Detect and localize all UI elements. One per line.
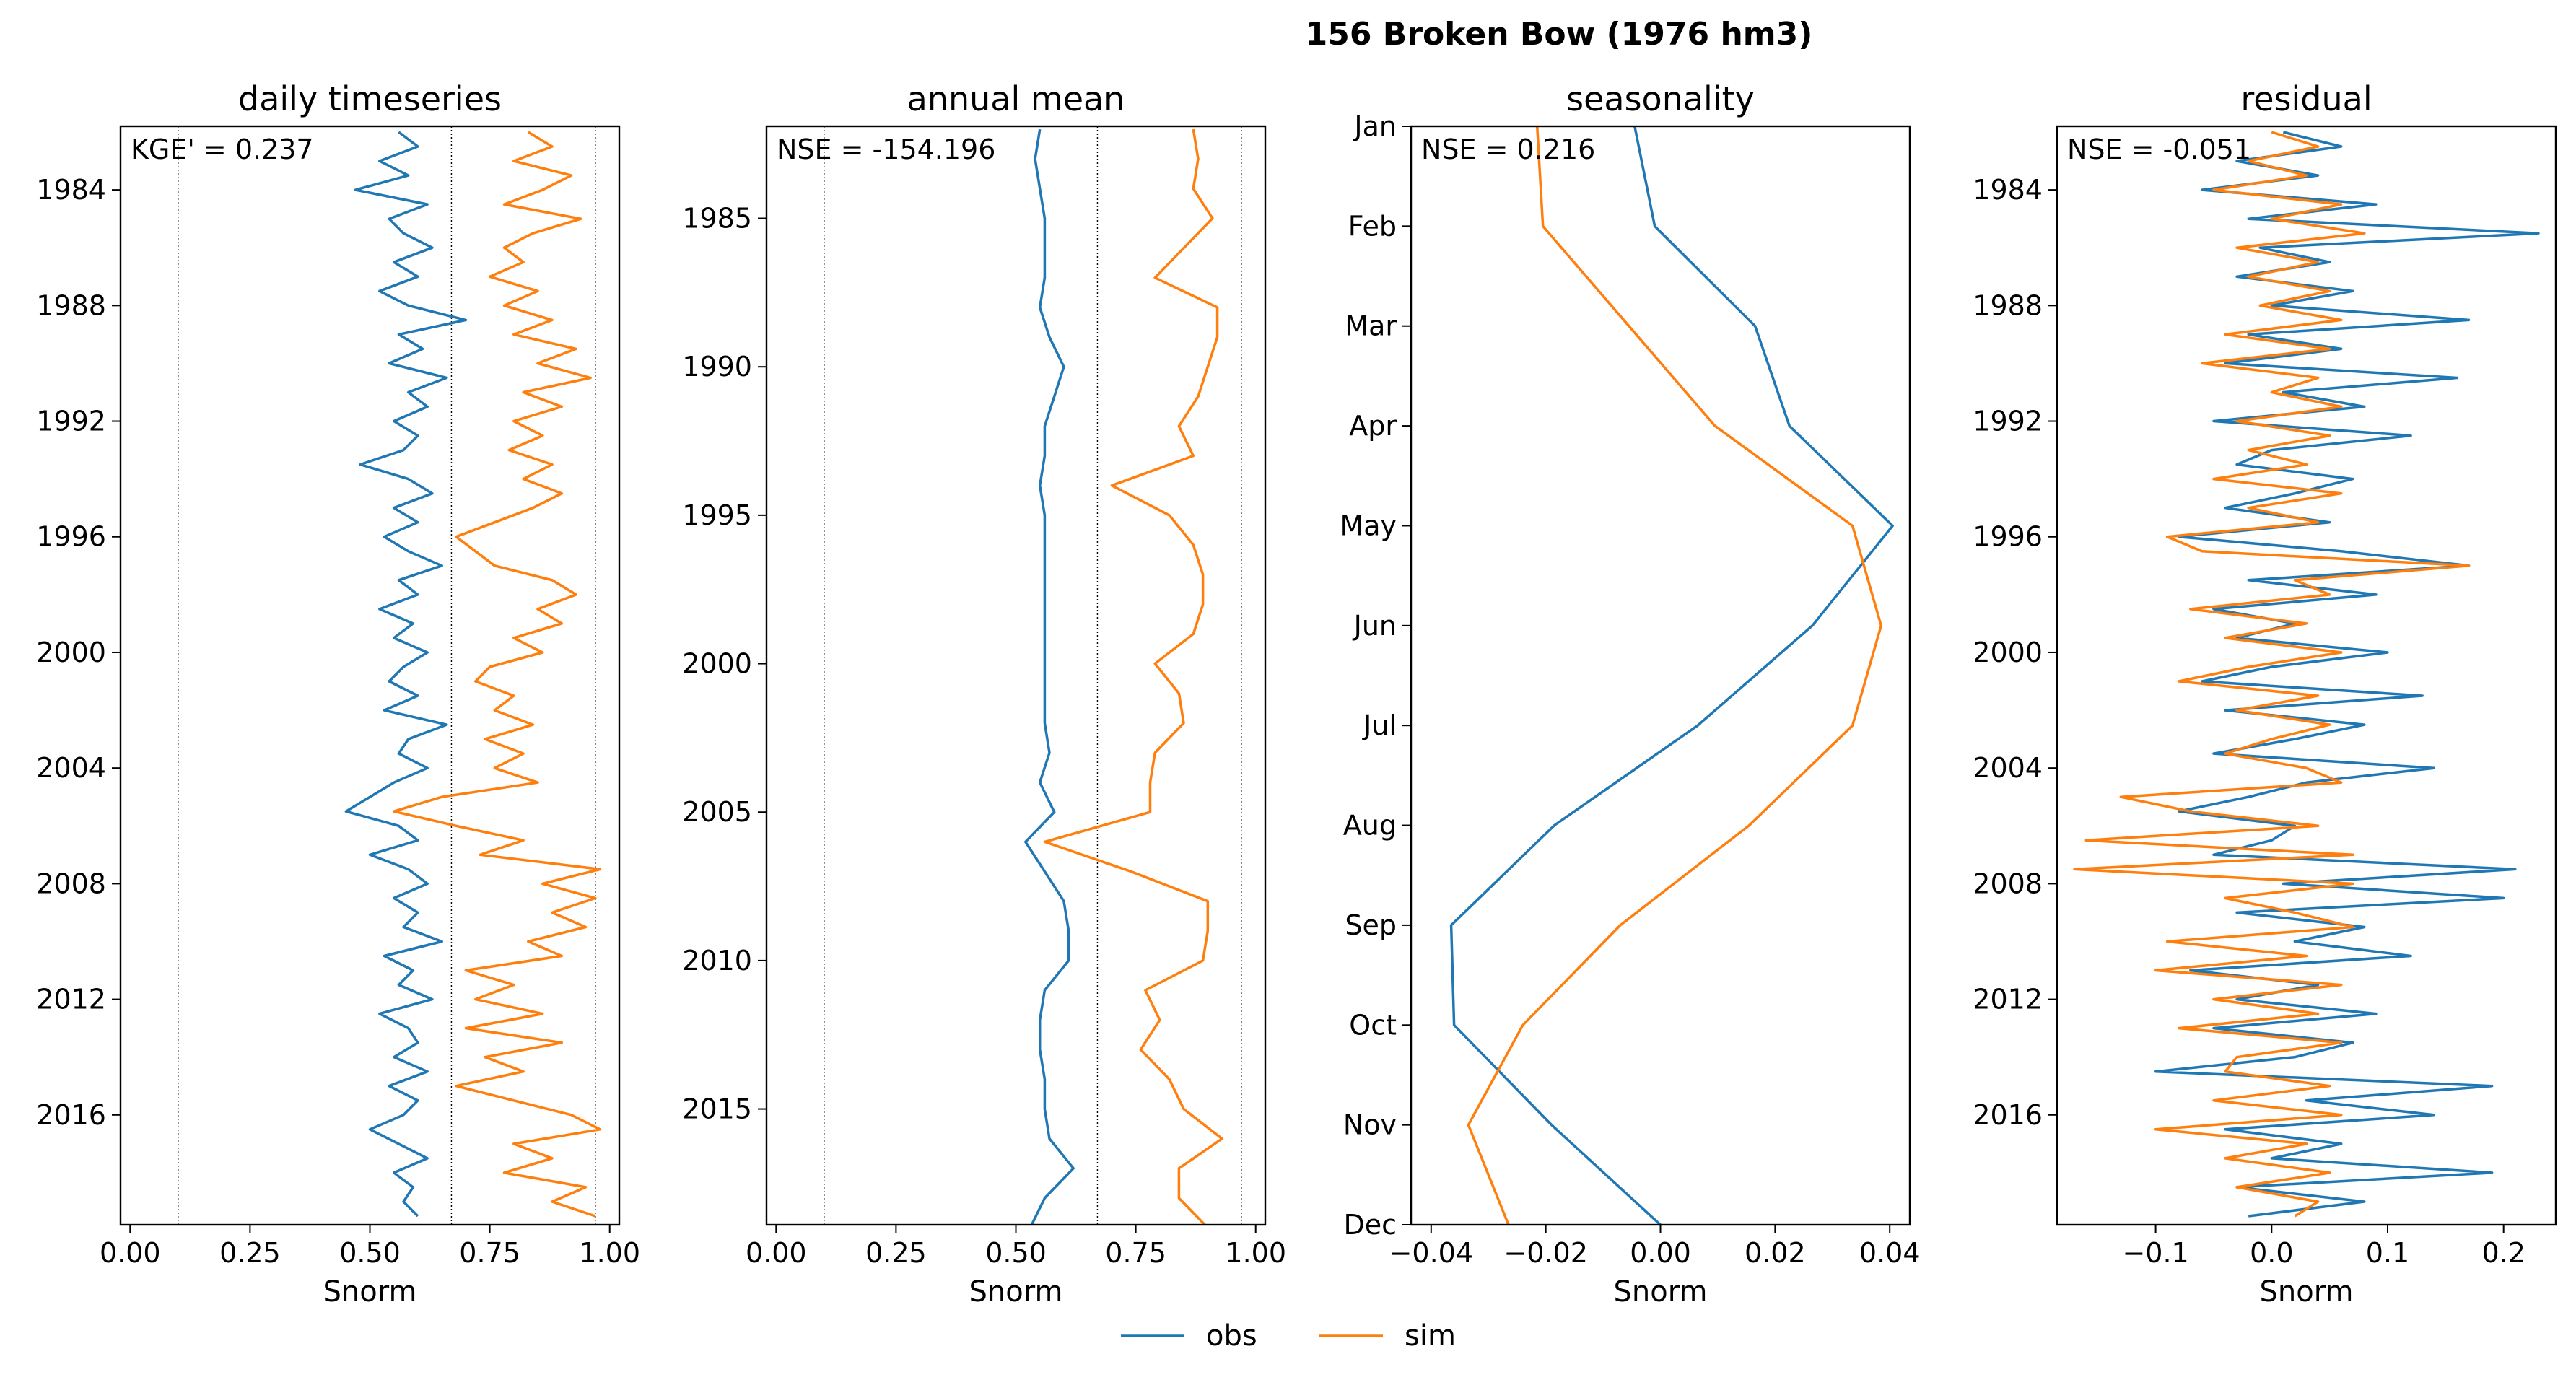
y-tick-label: Dec xyxy=(1343,1209,1397,1241)
axes-frame xyxy=(2056,125,2557,1226)
x-tick-label: 0.25 xyxy=(865,1237,927,1269)
series-line-obs xyxy=(1024,128,1075,1225)
x-tick-label: 0.00 xyxy=(746,1237,807,1269)
panel-1: 0.00 0.25 0.50 0.75 1.00 1984 1988 1992 1996 2000… xyxy=(36,79,640,1308)
y-tick-label: 1992 xyxy=(1973,406,2043,437)
series-group xyxy=(344,131,602,1218)
y-tick-label: 1995 xyxy=(682,499,752,531)
x-tick-label: 0.00 xyxy=(100,1237,161,1269)
x-tick-label: 0.00 xyxy=(1630,1237,1691,1269)
series-line-obs xyxy=(1449,126,1894,1225)
x-tick-label: 0.50 xyxy=(985,1237,1047,1269)
x-tick-label: 0.04 xyxy=(1859,1237,1921,1269)
metric-annotation: KGE' = 0.237 xyxy=(131,134,314,165)
x-tick-label: 0.2 xyxy=(2481,1237,2525,1269)
y-tick-label: 2016 xyxy=(36,1099,106,1131)
x-tick-label: −0.02 xyxy=(1503,1237,1587,1269)
y-tick-label: 1990 xyxy=(682,351,752,383)
y-tick-label: Apr xyxy=(1349,410,1397,442)
panel-title: annual mean xyxy=(907,79,1125,118)
panels: 0.00 0.25 0.50 0.75 1.00 1984 1988 1992 1996 2000… xyxy=(36,79,2557,1308)
panel-3: −0.04 −0.02 0.00 0.02 0.04 Jan Feb Mar Apr May Jun… xyxy=(1340,79,1920,1308)
y-tick-label: 2004 xyxy=(36,752,106,784)
x-tick-label: 0.1 xyxy=(2366,1237,2409,1269)
metric-annotation: NSE = 0.216 xyxy=(1421,134,1595,165)
series-line-sim xyxy=(1043,128,1223,1225)
y-tick-label: 2000 xyxy=(682,648,752,680)
y-tick-label: 2016 xyxy=(1973,1099,2043,1131)
y-tick-label: Jan xyxy=(1353,110,1397,142)
legend-label-obs: obs xyxy=(1206,1319,1257,1353)
y-tick-label: 1984 xyxy=(36,174,106,206)
y-tick-label: 1988 xyxy=(36,289,106,321)
x-tick-label: −0.04 xyxy=(1389,1237,1473,1269)
y-tick-label: Nov xyxy=(1343,1109,1397,1141)
series-group xyxy=(2073,131,2540,1218)
metric-annotation: NSE = -154.196 xyxy=(777,134,995,165)
x-tick-label: 0.75 xyxy=(459,1237,520,1269)
y-tick-label: May xyxy=(1340,510,1397,541)
y-tick-label: 2005 xyxy=(682,796,752,828)
figure-suptitle: 156 Broken Bow (1976 hm3) xyxy=(1306,16,1813,53)
y-tick-label: 2010 xyxy=(682,945,752,977)
x-tick-label: 0.0 xyxy=(2250,1237,2293,1269)
y-tick-label: Sep xyxy=(1345,909,1397,941)
x-axis-label: Snorm xyxy=(2260,1275,2354,1308)
series-line-sim xyxy=(2073,131,2471,1218)
x-tick-label: 0.25 xyxy=(219,1237,281,1269)
y-tick-label: 2008 xyxy=(1973,868,2043,899)
y-tick-label: Aug xyxy=(1343,810,1397,842)
y-tick-label: 1992 xyxy=(36,406,106,437)
y-tick-label: Mar xyxy=(1345,310,1397,342)
x-axis-label: Snorm xyxy=(969,1275,1063,1308)
y-tick-label: Jul xyxy=(1362,709,1397,741)
legend: obs sim xyxy=(1121,1319,1456,1353)
y-tick-label: 1996 xyxy=(36,521,106,553)
y-tick-label: 2012 xyxy=(1973,984,2043,1015)
y-tick-label: 2008 xyxy=(36,868,106,899)
series-group xyxy=(1449,126,1894,1225)
panel-4: −0.1 0.0 0.1 0.2 1984 1988 1992 1996 2000 2004 200… xyxy=(1973,79,2557,1308)
series-group xyxy=(1024,128,1223,1225)
y-tick-label: Oct xyxy=(1349,1009,1397,1041)
panel-title: residual xyxy=(2240,79,2372,118)
series-line-sim xyxy=(1467,126,1883,1225)
y-tick-label: 1985 xyxy=(682,203,752,235)
panel-title: seasonality xyxy=(1566,79,1755,118)
y-tick-label: Feb xyxy=(1348,210,1397,242)
y-tick-label: 2000 xyxy=(36,637,106,668)
y-tick-label: 2012 xyxy=(36,984,106,1015)
x-tick-label: −0.1 xyxy=(2122,1237,2188,1269)
x-axis-label: Snorm xyxy=(1614,1275,1708,1308)
series-line-obs xyxy=(2154,131,2540,1218)
x-axis-label: Snorm xyxy=(323,1275,417,1308)
y-tick-label: Jun xyxy=(1353,610,1397,642)
series-line-obs xyxy=(344,131,468,1218)
y-tick-label: 1996 xyxy=(1973,521,2043,553)
panel-title: daily timeseries xyxy=(238,79,502,118)
metric-annotation: NSE = -0.051 xyxy=(2067,134,2251,165)
x-tick-label: 1.00 xyxy=(1225,1237,1286,1269)
legend-label-sim: sim xyxy=(1405,1319,1456,1353)
y-tick-label: 2000 xyxy=(1973,637,2043,668)
y-tick-label: 1984 xyxy=(1973,174,2043,206)
y-tick-label: 2015 xyxy=(682,1093,752,1125)
x-tick-label: 0.02 xyxy=(1745,1237,1806,1269)
y-tick-label: 1988 xyxy=(1973,289,2043,321)
x-tick-label: 1.00 xyxy=(579,1237,640,1269)
x-tick-label: 0.75 xyxy=(1105,1237,1166,1269)
y-tick-label: 2004 xyxy=(1973,752,2043,784)
x-tick-label: 0.50 xyxy=(339,1237,401,1269)
panel-2: 0.00 0.25 0.50 0.75 1.00 1985 1990 1995 2000 2005… xyxy=(682,79,1286,1308)
series-line-sim xyxy=(392,131,602,1218)
